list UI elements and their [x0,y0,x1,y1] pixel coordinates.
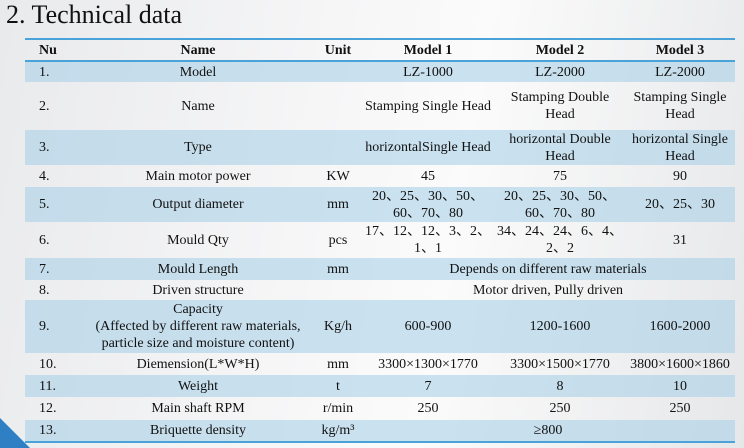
header-unit: Unit [324,42,352,58]
cell-name: Briquette density [81,420,315,442]
header-model-3: Model 3 [655,42,705,58]
cell-name: Mould Length [81,258,315,280]
table-row: 10. Diemension(L*W*H) mm 3300×1300×1770 3300… [25,353,735,375]
cell-model-3: 3800×1600×1860 [630,356,730,372]
page-title: 2. Technical data [6,0,183,29]
cell-name: Mould Qty [167,232,229,248]
cell-model-2: 75 [553,168,567,184]
cell-nu: 6. [39,232,50,248]
table-row: 7. Mould Length mm Depends on different raw… [25,258,735,280]
header-model-2: Model 2 [535,42,585,58]
corner-decoration [0,418,30,448]
cell-name: Diemension(L*W*H) [136,356,260,372]
cell-nu: 2. [39,98,50,114]
cell-model-2: 20、25、30、50、60、70、80 [495,187,625,222]
cell-unit: r/min [322,401,354,416]
technical-data-table: Nu Name Unit Model 1 Model 2 Model 3 1. M… [25,38,735,443]
cell-name: Type [81,130,315,165]
cell-model-1: 600-900 [361,300,495,353]
table-row: 5. Output diameter mm 20、25、30、50、60、70、80 2… [25,187,735,222]
cell-model-3: 1600-2000 [625,300,735,353]
cell-nu: 8. [39,282,50,298]
cell-model-2: 3300×1500×1770 [510,356,610,372]
cell-name: Main shaft RPM [151,401,245,416]
cell-model-2: horizontal Double Head [495,130,625,165]
cell-nu: 5. [25,187,81,222]
cell-model-3: 10 [625,375,735,397]
cell-unit: mm [327,356,349,372]
table-row: 9. Capacity (Affected by different raw ma… [25,300,735,353]
table-row: 8. Driven structure Motor driven, Pully dr… [25,280,735,300]
cell-value-merged: Motor driven, Pully driven [472,282,624,298]
cell-model-2: 34、24、24、6、4、2、2 [497,224,623,256]
cell-name: Driven structure [152,282,244,298]
cell-model-3: 90 [673,168,687,184]
cell-model-1: 20、25、30、50、60、70、80 [361,187,495,222]
cell-nu: 13. [25,420,81,442]
cell-model-1: Stamping Single Head [365,98,491,114]
cell-model-3: 250 [669,401,691,416]
cell-nu: 10. [39,356,57,372]
cell-model-3: 20、25、30 [625,187,735,222]
table-row: 3. Type horizontalSingle Head horizontal Do… [25,130,735,165]
table-row: 4. Main motor power KW 45 75 90 [25,165,735,187]
cell-model-3: 31 [673,232,687,248]
table-row: 13. Briquette density kg/m³ ≥800 [25,420,735,442]
cell-model-3: horizontal Single Head [625,130,735,165]
cell-model-1: 250 [417,401,439,416]
cell-unit: mm [315,187,361,222]
cell-nu: 3. [25,130,81,165]
header-nu: Nu [39,42,57,58]
cell-unit: kg/m³ [315,420,361,442]
table-row: 11. Weight t 7 8 10 [25,375,735,397]
cell-unit: mm [315,258,361,280]
cell-unit: KW [326,168,350,184]
cell-unit: pcs [328,232,348,248]
cell-name: Capacity (Affected by different raw mate… [81,300,315,353]
cell-unit [315,82,361,130]
cell-name: Output diameter [81,187,315,222]
cell-model-1: LZ-1000 [361,61,495,82]
cell-model-3: LZ-2000 [625,61,735,82]
cell-nu: 9. [25,300,81,353]
table-body: 1. Model LZ-1000 LZ-2000 LZ-2000 2. Name Stampi… [25,61,735,442]
cell-unit [315,130,361,165]
cell-value-merged: Depends on different raw materials [361,258,735,280]
cell-unit [315,61,361,82]
table-row: 12. Main shaft RPM r/min 250 250 250 [25,397,735,420]
cell-model-2: Stamping Double Head [510,90,610,122]
cell-model-3: Stamping Single Head [633,90,727,122]
cell-unit [315,280,361,300]
cell-name: Model [81,61,315,82]
cell-model-1: horizontalSingle Head [361,130,495,165]
cell-model-2: 250 [549,401,571,416]
cell-unit: t [315,375,361,397]
cell-nu: 1. [25,61,81,82]
cell-name: Main motor power [145,168,251,184]
cell-model-2: 8 [495,375,625,397]
table-row: 1. Model LZ-1000 LZ-2000 LZ-2000 [25,61,735,82]
header-name: Name [180,42,216,58]
header-model-1: Model 1 [403,42,453,58]
cell-unit: Kg/h [315,300,361,353]
cell-model-2: LZ-2000 [495,61,625,82]
cell-nu: 12. [39,401,57,416]
cell-value-merged: ≥800 [361,420,735,442]
cell-nu: 7. [25,258,81,280]
table-header-row: Nu Name Unit Model 1 Model 2 Model 3 [25,39,735,61]
cell-name: Name [181,98,215,114]
table-row: 2. Name Stamping Single Head Stamping Doubl… [25,82,735,130]
cell-model-1: 3300×1300×1770 [378,356,478,372]
cell-model-2: 1200-1600 [495,300,625,353]
cell-nu: 11. [25,375,81,397]
table-row: 6. Mould Qty pcs 17、12、12、3、2、1、1 34、24、24、6… [25,222,735,258]
cell-model-1: 17、12、12、3、2、1、1 [365,224,491,256]
cell-model-1: 7 [361,375,495,397]
cell-model-1: 45 [421,168,435,184]
cell-name: Weight [81,375,315,397]
cell-nu: 4. [39,168,50,184]
